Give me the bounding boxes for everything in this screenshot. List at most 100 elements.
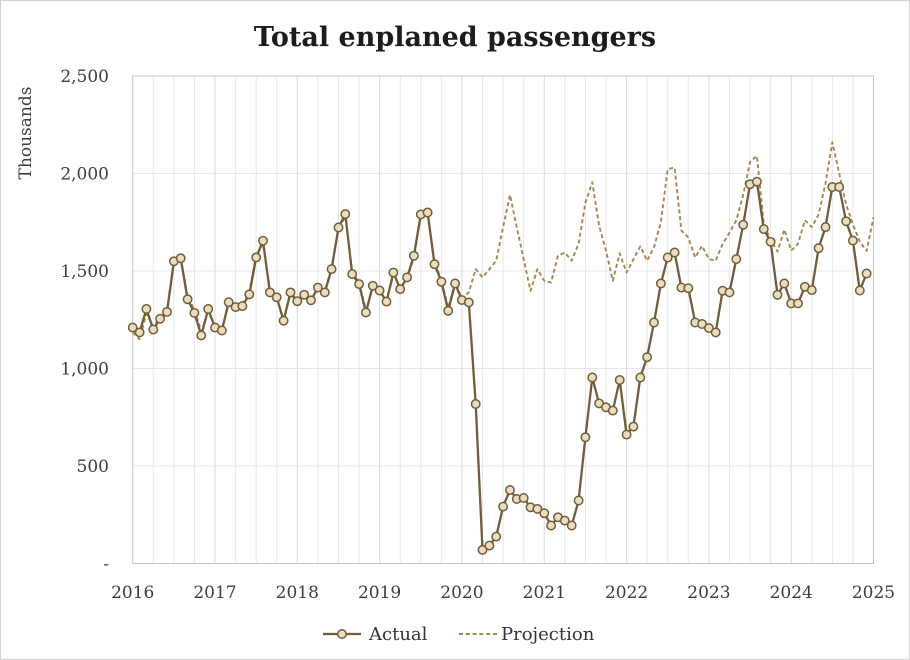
actual-marker [532,503,543,514]
y-tick-label: 2,500 [60,67,109,87]
y-axis-unit-label: Thousands [16,87,36,180]
actual-marker [779,278,790,289]
actual-marker [354,279,365,290]
actual-marker [374,285,385,296]
actual-marker [710,327,721,338]
actual-marker [491,531,502,542]
series-lines [127,141,875,555]
actual-marker [484,540,495,551]
actual-marker [847,235,858,246]
actual-marker [285,287,296,298]
actual-marker [340,209,351,220]
legend-actual-marker-icon [337,629,347,639]
actual-marker [518,493,529,503]
actual-marker [216,325,227,336]
x-tick-label: 2018 [276,583,319,603]
y-tick-label: 2,000 [60,165,109,185]
actual-marker [793,298,803,309]
actual-marker [395,284,406,295]
actual-marker [655,278,666,289]
actual-marker [669,247,680,258]
legend-projection-label: Projection [501,624,595,645]
actual-marker [422,207,433,218]
actual-marker [196,330,207,341]
actual-marker [271,292,282,303]
actual-marker [559,515,570,526]
x-axis-tick-labels: 2016 2017 2018 2019 2020 2021 2022 2023 2024 2025 [111,583,895,603]
x-tick-label: 2025 [852,583,895,603]
actual-marker [127,322,138,333]
actual-marker [587,372,598,383]
actual-marker [333,222,344,233]
actual-marker [642,352,653,363]
actual-marker [861,268,872,279]
plot-border [132,75,874,564]
actual-marker [607,405,618,416]
x-tick-label: 2023 [687,583,730,603]
actual-marker [477,544,488,555]
actual-marker [278,315,289,326]
x-tick-label: 2020 [440,583,483,603]
x-tick-label: 2022 [605,583,648,603]
actual-marker [189,307,200,318]
actual-marker [347,269,358,280]
actual-marker [724,287,735,298]
chart-legend: Actual Projection [323,624,595,645]
actual-marker [703,323,714,334]
actual-marker [758,224,769,235]
actual-marker [141,304,152,314]
legend-item-actual: Actual [323,624,428,645]
y-tick-label: 1,500 [60,262,109,282]
actual-marker [635,372,646,383]
actual-marker [312,282,323,293]
actual-marker [203,304,214,314]
actual-marker [292,296,303,307]
actual-marker [738,219,749,230]
actual-marker [306,295,316,306]
actual-marker [402,272,413,283]
x-tick-label: 2016 [111,583,154,603]
actual-marker [772,289,783,300]
actual-marker [573,495,584,506]
legend-actual-label: Actual [368,624,428,645]
actual-marker [498,501,509,512]
actual-marker [649,317,659,328]
actual-marker [751,176,762,187]
actual-marker [854,285,865,296]
actual-marker [628,421,639,432]
actual-marker [360,307,371,318]
actual-marker [765,236,776,247]
actual-marker [820,222,831,233]
actual-marker [443,305,454,316]
actual-marker [539,508,550,519]
gridlines [132,76,874,564]
actual-marker [264,287,275,298]
actual-marker [244,289,255,300]
actual-marker [841,216,852,227]
actual-marker [367,280,378,291]
actual-marker [505,485,515,495]
actual-marker [429,259,440,270]
actual-marker [731,254,742,265]
actual-marker [662,252,673,263]
actual-marker [182,294,193,305]
actual-marker [470,399,481,409]
actual-marker [388,267,399,278]
actual-marker [546,520,557,531]
actual-marker [162,306,172,317]
legend-item-projection: Projection [459,624,595,645]
actual-marker [258,235,268,246]
x-tick-label: 2021 [523,583,566,603]
actual-marker [813,243,824,254]
y-tick-label: - [103,555,109,575]
actual-marker [450,278,461,289]
actual-marker [326,264,337,275]
actual-marker [436,276,447,287]
actual-marker [175,253,186,264]
actual-marker [237,301,248,312]
x-tick-label: 2024 [770,583,813,603]
actual-marker [299,289,310,300]
chart-title: Total enplaned passengers [254,22,656,53]
